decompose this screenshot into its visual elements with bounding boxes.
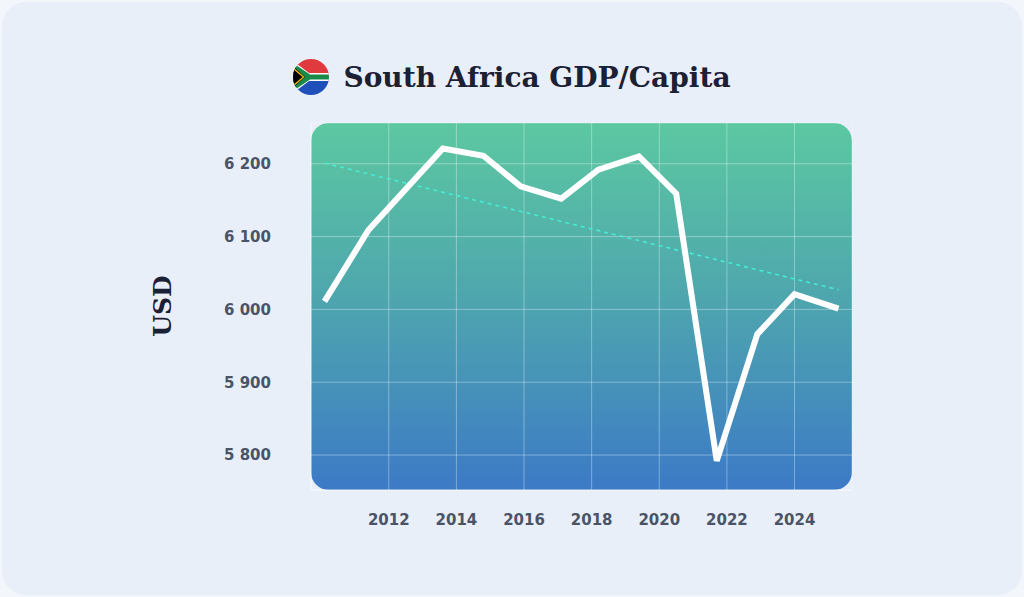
html-text:USD: USD <box>147 275 177 337</box>
svg-text:6 200: 6 200 <box>224 155 271 173</box>
svg-text:6 000: 6 000 <box>224 301 271 319</box>
svg-text:2018: 2018 <box>571 511 613 529</box>
html-text:South Africa GDP/Capita: South Africa GDP/Capita <box>343 60 731 94</box>
svg-text:6 100: 6 100 <box>224 228 271 246</box>
svg-text:2012: 2012 <box>368 511 410 529</box>
svg-text:5 900: 5 900 <box>224 374 271 392</box>
svg-text:2022: 2022 <box>706 511 748 529</box>
svg-text:2024: 2024 <box>774 511 816 529</box>
svg-text:2020: 2020 <box>638 511 680 529</box>
svg-text:2016: 2016 <box>503 511 545 529</box>
svg-text:2014: 2014 <box>436 511 478 529</box>
svg-text:5 800: 5 800 <box>224 446 271 464</box>
